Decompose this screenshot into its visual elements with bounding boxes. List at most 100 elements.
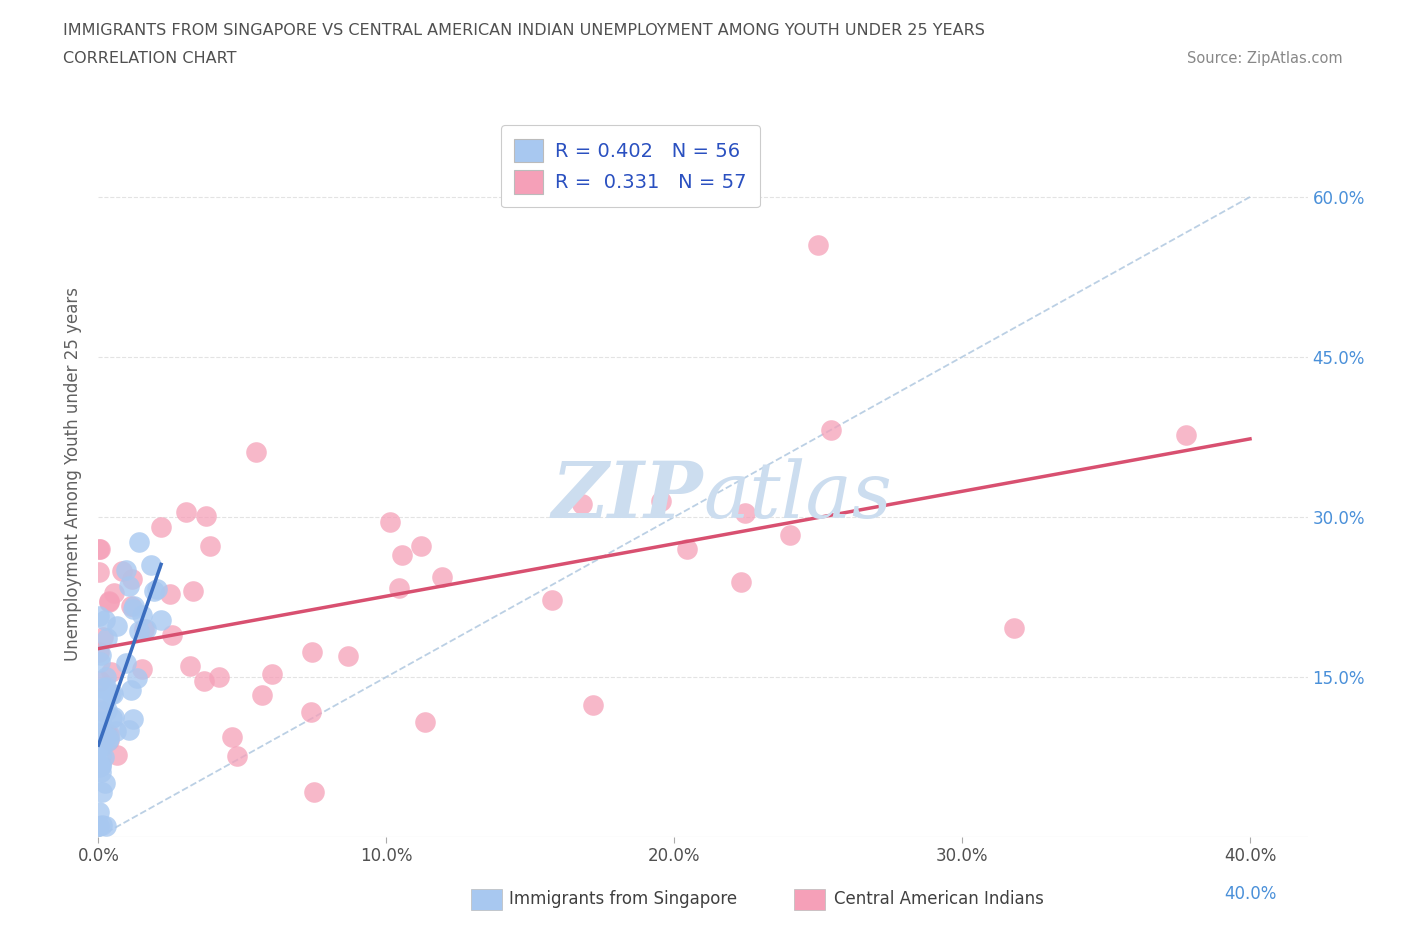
Point bbox=[97, 593, 120, 608]
Point bbox=[90, 759, 112, 774]
Point bbox=[730, 575, 752, 590]
Point bbox=[90, 757, 112, 772]
Point bbox=[103, 585, 125, 600]
Point bbox=[225, 749, 247, 764]
Point bbox=[91, 630, 114, 644]
Point bbox=[96, 728, 118, 743]
Point bbox=[121, 572, 143, 587]
Point bbox=[122, 599, 145, 614]
Point bbox=[90, 713, 112, 728]
Point bbox=[245, 445, 267, 459]
Point bbox=[98, 730, 121, 745]
Point bbox=[87, 819, 110, 834]
Point bbox=[105, 618, 128, 633]
Point bbox=[135, 621, 157, 636]
Point bbox=[89, 655, 111, 670]
Point bbox=[96, 703, 118, 718]
Point bbox=[299, 704, 322, 719]
Point bbox=[571, 497, 593, 512]
Point bbox=[380, 514, 402, 529]
Point bbox=[90, 748, 112, 763]
Point bbox=[90, 714, 112, 729]
Point bbox=[200, 538, 222, 553]
Point bbox=[103, 710, 125, 724]
Point bbox=[146, 582, 169, 597]
Point bbox=[582, 698, 605, 712]
Point bbox=[409, 539, 432, 554]
Point bbox=[150, 613, 173, 628]
Point bbox=[96, 631, 118, 645]
Point bbox=[89, 702, 111, 717]
Point bbox=[87, 541, 110, 556]
Point bbox=[91, 681, 114, 696]
Text: IMMIGRANTS FROM SINGAPORE VS CENTRAL AMERICAN INDIAN UNEMPLOYMENT AMONG YOUTH UN: IMMIGRANTS FROM SINGAPORE VS CENTRAL AME… bbox=[63, 23, 986, 38]
Point bbox=[89, 608, 111, 623]
Point bbox=[131, 608, 153, 623]
Point bbox=[93, 732, 115, 747]
Point bbox=[193, 673, 215, 688]
Point bbox=[150, 520, 173, 535]
Point bbox=[93, 690, 115, 705]
Point bbox=[97, 594, 120, 609]
Point bbox=[105, 748, 128, 763]
Point bbox=[89, 541, 111, 556]
Point bbox=[122, 602, 145, 617]
Point bbox=[143, 583, 166, 598]
Point bbox=[91, 738, 114, 753]
Point bbox=[252, 687, 274, 702]
Point bbox=[122, 711, 145, 726]
Text: Central American Indians: Central American Indians bbox=[834, 890, 1043, 909]
Point bbox=[96, 819, 118, 834]
Point bbox=[89, 760, 111, 775]
Point bbox=[100, 664, 122, 679]
Point bbox=[159, 587, 181, 602]
Point bbox=[111, 564, 134, 578]
Point bbox=[779, 527, 801, 542]
Point bbox=[336, 649, 359, 664]
Point bbox=[1002, 620, 1025, 635]
Point bbox=[98, 726, 121, 741]
Text: ZIP: ZIP bbox=[551, 458, 703, 535]
Point bbox=[391, 548, 413, 563]
Point bbox=[221, 729, 243, 744]
Point bbox=[820, 422, 842, 437]
Text: 40.0%: 40.0% bbox=[1223, 885, 1277, 903]
Point bbox=[89, 565, 111, 579]
Point bbox=[94, 680, 117, 695]
Point bbox=[302, 785, 325, 800]
Point bbox=[262, 666, 284, 681]
Point bbox=[97, 734, 120, 749]
Point bbox=[96, 691, 118, 706]
Point bbox=[194, 508, 217, 523]
Legend: R = 0.402   N = 56, R =  0.331   N = 57: R = 0.402 N = 56, R = 0.331 N = 57 bbox=[501, 125, 761, 207]
Point bbox=[93, 750, 115, 764]
Point bbox=[91, 784, 114, 799]
Point bbox=[89, 674, 111, 689]
Point bbox=[160, 628, 183, 643]
Point bbox=[131, 661, 153, 676]
Text: CORRELATION CHART: CORRELATION CHART bbox=[63, 51, 236, 66]
Point bbox=[104, 724, 127, 738]
Point bbox=[87, 805, 110, 820]
Point bbox=[179, 658, 201, 673]
Point bbox=[734, 506, 756, 521]
Point bbox=[1174, 428, 1197, 443]
Point bbox=[94, 670, 117, 684]
Point bbox=[541, 592, 564, 607]
Point bbox=[96, 726, 118, 741]
Point bbox=[183, 583, 205, 598]
Point bbox=[89, 819, 111, 834]
Point bbox=[118, 578, 141, 593]
Point bbox=[118, 723, 141, 737]
Point bbox=[120, 599, 142, 614]
Point bbox=[87, 644, 110, 659]
Point bbox=[675, 542, 697, 557]
Point bbox=[115, 563, 138, 578]
Point bbox=[430, 570, 453, 585]
Point bbox=[208, 669, 231, 684]
Point bbox=[120, 683, 142, 698]
Point bbox=[115, 656, 138, 671]
Point bbox=[128, 535, 150, 550]
Point bbox=[125, 671, 148, 685]
Point bbox=[650, 494, 672, 509]
